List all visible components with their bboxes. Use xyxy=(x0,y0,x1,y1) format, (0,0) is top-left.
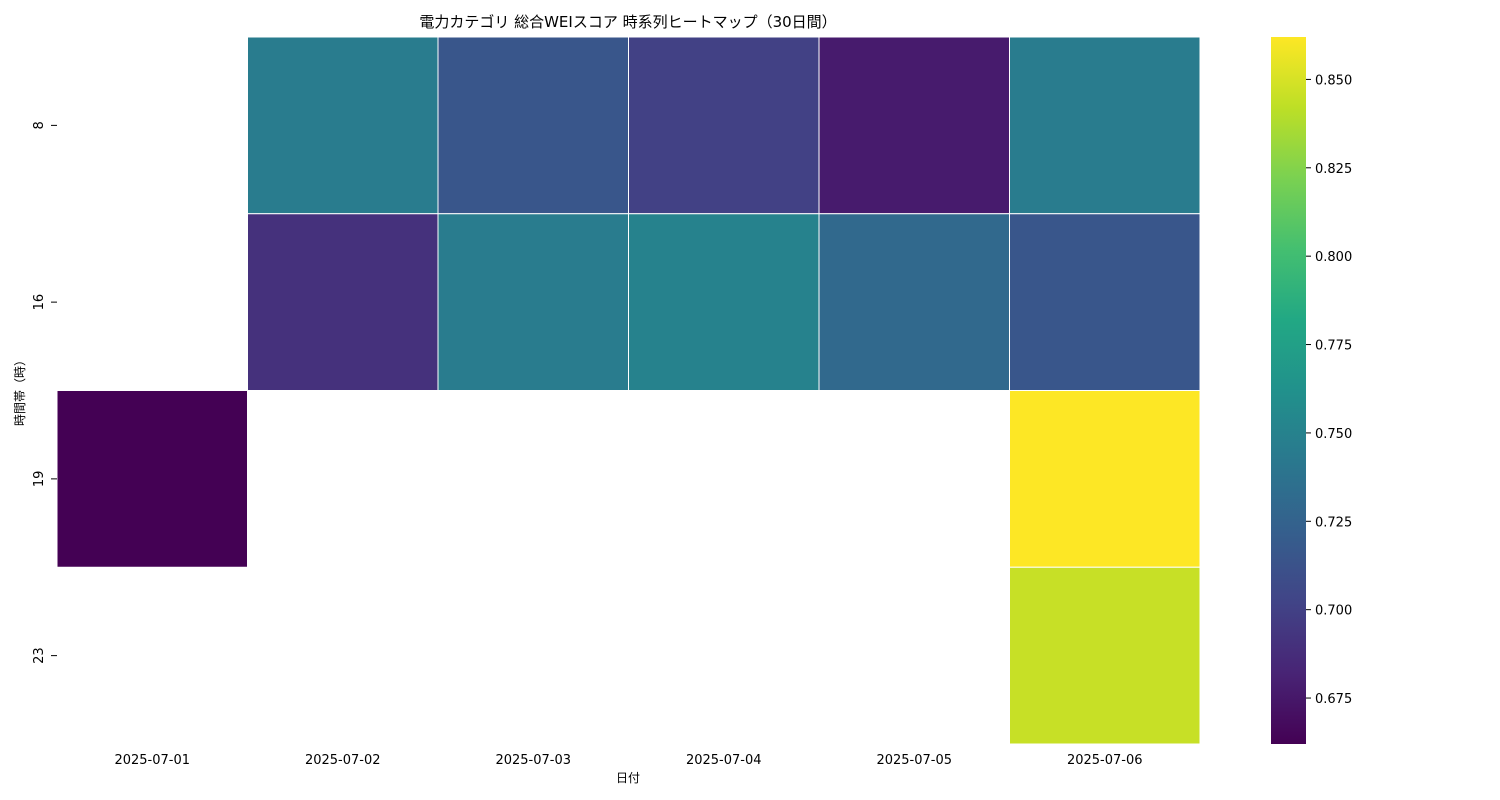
y-tick-label: 19 xyxy=(32,471,47,488)
colorbar-tick-label: 0.725 xyxy=(1315,515,1352,530)
colorbar-tick-label: 0.850 xyxy=(1315,73,1352,88)
x-axis-label: 日付 xyxy=(616,771,640,785)
heatmap-cell xyxy=(818,36,1010,215)
heatmap-cell xyxy=(628,36,820,215)
x-tick-label: 2025-07-04 xyxy=(686,753,762,768)
heatmap-cell xyxy=(56,390,248,568)
heatmap-cell xyxy=(437,36,629,215)
colorbar-tick-label: 0.675 xyxy=(1315,692,1352,707)
x-tick-label: 2025-07-03 xyxy=(495,753,571,768)
heatmap-cell xyxy=(819,567,1010,744)
heatmap-cell xyxy=(247,390,438,568)
heatmap-cell xyxy=(1009,36,1201,215)
heatmap-cell xyxy=(438,567,629,744)
colorbar-tick-label: 0.700 xyxy=(1315,604,1352,619)
heatmap-cell xyxy=(628,213,820,391)
heatmap-cell xyxy=(1009,566,1201,745)
colorbar-tick-label: 0.750 xyxy=(1315,427,1352,442)
chart-title: 電力カテゴリ 総合WEIスコア 時系列ヒートマップ（30日間） xyxy=(419,13,836,31)
heatmap-cell xyxy=(819,390,1010,568)
heatmap-cell xyxy=(628,567,819,744)
x-tick-label: 2025-07-01 xyxy=(114,753,190,768)
heatmap-cell xyxy=(1009,213,1201,391)
colorbar xyxy=(1271,37,1306,744)
colorbar-tick-label: 0.800 xyxy=(1315,250,1352,265)
y-tick-label: 23 xyxy=(32,647,47,664)
colorbar-ticks: 0.675 0.700 0.725 0.750 0.775 0.800 0.825 0.850 xyxy=(1306,73,1352,707)
heatmap-cells xyxy=(56,36,1201,745)
x-tick-label: 2025-07-06 xyxy=(1067,753,1143,768)
heatmap-cell xyxy=(628,390,819,568)
heatmap-cell xyxy=(1009,390,1201,568)
y-tick-label: 16 xyxy=(32,294,47,311)
x-tick-label: 2025-07-02 xyxy=(305,753,381,768)
y-axis-ticks: 8 16 19 23 xyxy=(32,121,57,664)
heatmap-cell xyxy=(438,390,629,568)
y-tick-label: 8 xyxy=(32,121,47,129)
heatmap-cell xyxy=(57,567,248,744)
x-axis-ticks: 2025-07-01 2025-07-02 2025-07-03 2025-07-04… xyxy=(114,753,1142,768)
heatmap-cell xyxy=(818,213,1010,391)
colorbar-tick-label: 0.825 xyxy=(1315,162,1352,177)
y-axis-label: 時間帯（時） xyxy=(13,354,27,426)
heatmap-cell xyxy=(247,213,439,391)
colorbar-tick-label: 0.775 xyxy=(1315,339,1352,354)
x-tick-label: 2025-07-05 xyxy=(876,753,952,768)
heatmap-cell xyxy=(57,37,248,214)
heatmap-cell xyxy=(437,213,629,391)
heatmap-cell xyxy=(247,36,439,215)
heatmap-cell xyxy=(247,567,438,744)
heatmap-cell xyxy=(57,213,248,391)
